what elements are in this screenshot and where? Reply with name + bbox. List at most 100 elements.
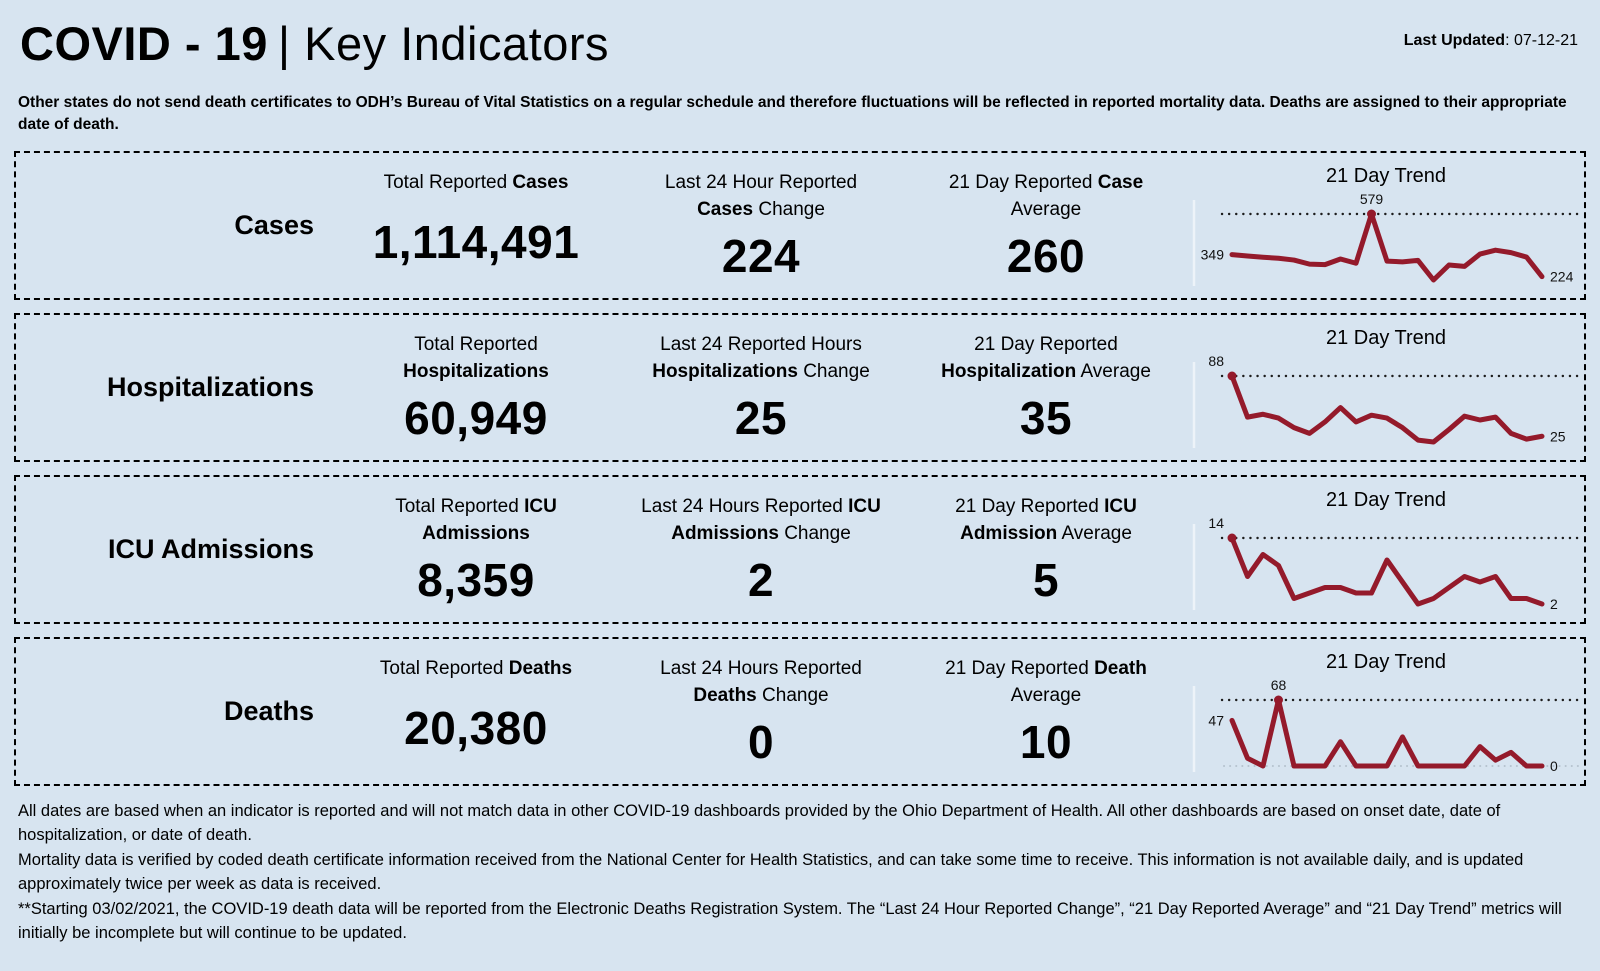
- footer-note-3: **Starting 03/02/2021, the COVID-19 deat…: [18, 899, 1562, 942]
- stat-21day-icu-admission-average: 21 Day Reported ICU Admission Average 5: [906, 477, 1186, 622]
- cases-sparkline-chart: 349 579 224: [1186, 188, 1586, 298]
- stat-header: 21 Day Reported Death Average: [921, 655, 1171, 710]
- stat-header-text: Change: [753, 199, 825, 221]
- stat-header-bold: Case: [1097, 171, 1144, 193]
- trend-title: 21 Day Trend: [1325, 488, 1447, 511]
- stat-header: Total Reported Deaths: [380, 655, 572, 683]
- stat-24h-icu-admissions-change: Last 24 Hours Reported ICU Admissions Ch…: [616, 477, 906, 622]
- footer-note-2: Mortality data is verified by coded deat…: [18, 850, 1524, 894]
- stat-24h-cases-change: Last 24 Hour Reported Cases Change 224: [616, 153, 906, 298]
- row-label-deaths: Deaths: [223, 695, 314, 726]
- deaths-sparkline-chart: 47 68 0: [1186, 674, 1586, 784]
- trend-title: 21 Day Trend: [1325, 164, 1447, 187]
- stat-header: Last 24 Hours Reported ICU Admissions Ch…: [636, 493, 886, 548]
- stat-header-bold: Hospitalization: [941, 361, 1077, 383]
- stat-header-text: Total Reported: [395, 495, 525, 517]
- stat-value: 20,380: [404, 702, 548, 755]
- stat-24h-deaths-change: Last 24 Hours Reported Deaths Change 0: [616, 639, 906, 784]
- footer-notes: All dates are based when an indicator is…: [18, 799, 1580, 945]
- svg-text:25: 25: [1550, 428, 1566, 444]
- stat-header: 21 Day Reported ICU Admission Average: [921, 493, 1171, 548]
- stat-value: 224: [721, 229, 801, 282]
- stat-value: 60,949: [404, 391, 548, 444]
- stat-header-bold: ICU Admission: [960, 495, 1137, 545]
- stat-value: 1,114,491: [372, 216, 580, 269]
- stat-header-bold: Deaths: [508, 657, 573, 679]
- last-updated-label: Last Updated: [1403, 32, 1506, 49]
- stat-value: 260: [1006, 229, 1086, 282]
- indicator-row-hospitalizations: Hospitalizations Total Reported Hospital…: [14, 312, 1586, 462]
- row-label-hospitalizations: Hospitalizations: [106, 371, 314, 402]
- stat-value: 5: [1032, 553, 1060, 606]
- stat-header-bold: Hospitalizations: [652, 361, 798, 383]
- stat-header-bold: Cases: [512, 171, 569, 193]
- page-title-primary: COVID - 19: [20, 17, 268, 70]
- stat-header-text: Average: [1076, 361, 1151, 383]
- stat-header-text: Last 24 Hours Reported: [641, 495, 849, 517]
- stat-value: 0: [747, 715, 775, 768]
- indicator-rows: Cases Total Reported Cases 1,114,491 Las…: [14, 150, 1586, 786]
- page-title: COVID - 19 | Key Indicators: [20, 16, 1580, 71]
- row-label-icu-admissions: ICU Admissions: [107, 533, 314, 564]
- stat-header: Total Reported Hospitalizations: [351, 331, 601, 386]
- svg-text:224: 224: [1550, 269, 1574, 285]
- last-updated-value: : 07-12-21: [1505, 32, 1578, 49]
- trend-title: 21 Day Trend: [1325, 650, 1447, 673]
- page-title-secondary: | Key Indicators: [277, 17, 609, 70]
- stat-value: 35: [1019, 391, 1073, 444]
- trend-hospitalizations: 21 Day Trend 88 25: [1186, 315, 1586, 460]
- stat-header: Last 24 Hour Reported Cases Change: [636, 169, 886, 224]
- svg-text:68: 68: [1271, 677, 1287, 693]
- stat-header-text: 21 Day Reported: [948, 171, 1098, 193]
- stat-header: 21 Day Reported Hospitalization Average: [921, 331, 1171, 386]
- stat-header-text: Average: [1057, 523, 1132, 545]
- row-label-cases: Cases: [234, 209, 314, 240]
- stat-header-bold: ICU Admissions: [422, 495, 557, 545]
- stat-header-text: Change: [797, 361, 870, 383]
- svg-text:579: 579: [1360, 191, 1384, 207]
- stat-header: Total Reported ICU Admissions: [351, 493, 601, 548]
- stat-header-text: Total Reported: [414, 333, 538, 355]
- icu-admissions-sparkline-chart: 14 2: [1186, 512, 1586, 622]
- indicator-row-cases: Cases Total Reported Cases 1,114,491 Las…: [14, 150, 1586, 300]
- indicator-row-icu-admissions: ICU Admissions Total Reported ICU Admiss…: [14, 474, 1586, 624]
- stat-total-cases: Total Reported Cases 1,114,491: [336, 153, 616, 298]
- svg-text:0: 0: [1550, 758, 1558, 774]
- stat-header-text: Last 24 Reported Hours: [660, 333, 862, 355]
- stat-total-deaths: Total Reported Deaths 20,380: [336, 639, 616, 784]
- stat-value: 8,359: [417, 553, 535, 606]
- stat-24h-hospitalizations-change: Last 24 Reported Hours Hospitalizations …: [616, 315, 906, 460]
- stat-header: Last 24 Reported Hours Hospitalizations …: [636, 331, 886, 386]
- svg-text:14: 14: [1208, 515, 1224, 531]
- stat-21day-hospitalization-average: 21 Day Reported Hospitalization Average …: [906, 315, 1186, 460]
- stat-header-text: Last 24 Hours Reported: [660, 657, 862, 679]
- trend-title: 21 Day Trend: [1325, 326, 1447, 349]
- stat-header: Total Reported Cases: [384, 169, 569, 197]
- svg-text:2: 2: [1550, 596, 1558, 612]
- stat-header-text: Total Reported: [383, 171, 513, 193]
- stat-header-bold: ICU Admissions: [671, 495, 881, 545]
- stat-header-text: Change: [778, 523, 851, 545]
- stat-21day-death-average: 21 Day Reported Death Average 10: [906, 639, 1186, 784]
- svg-text:47: 47: [1208, 712, 1224, 728]
- footer-note-1: All dates are based when an indicator is…: [18, 801, 1501, 845]
- svg-text:349: 349: [1201, 247, 1225, 263]
- stat-value: 25: [734, 391, 788, 444]
- stat-header: Last 24 Hours Reported Deaths Change: [636, 655, 886, 710]
- indicator-row-deaths: Deaths Total Reported Deaths 20,380 Last…: [14, 636, 1586, 786]
- hospitalizations-sparkline-chart: 88 25: [1186, 350, 1586, 460]
- trend-deaths: 21 Day Trend 47 68 0: [1186, 639, 1586, 784]
- disclaimer-text: Other states do not send death certifica…: [18, 94, 1567, 134]
- stat-header-text: Average: [1010, 685, 1082, 707]
- stat-header-text: Total Reported: [379, 657, 509, 679]
- stat-header-bold: Hospitalizations: [403, 361, 549, 383]
- stat-header-bold: Death: [1094, 657, 1147, 679]
- stat-header-text: 21 Day Reported: [974, 333, 1118, 355]
- header: COVID - 19 | Key Indicators Last Updated:…: [0, 0, 1600, 86]
- stat-header-text: 21 Day Reported: [945, 657, 1095, 679]
- stat-header-bold: Deaths: [693, 685, 757, 707]
- stat-value: 10: [1019, 715, 1073, 768]
- stat-header: 21 Day Reported Case Average: [921, 169, 1171, 224]
- last-updated: Last Updated: 07-12-21: [1404, 32, 1578, 50]
- stat-21day-case-average: 21 Day Reported Case Average 260: [906, 153, 1186, 298]
